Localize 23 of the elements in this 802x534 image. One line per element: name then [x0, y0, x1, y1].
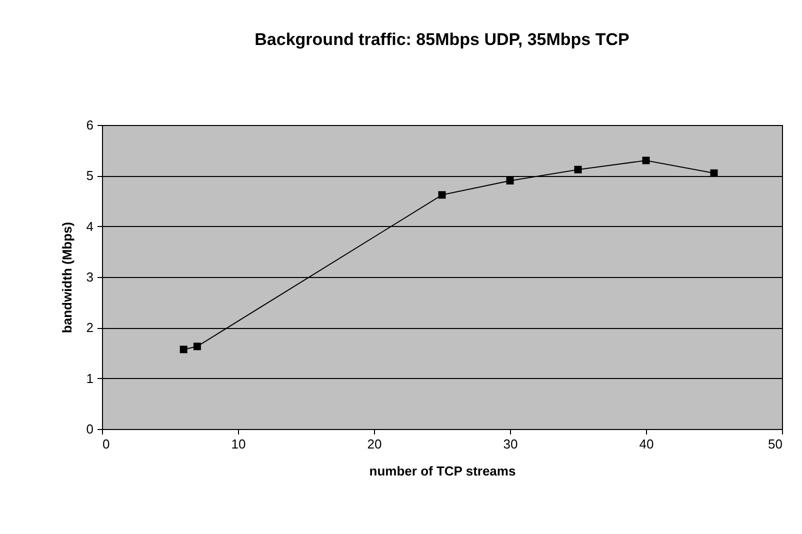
y-tick-label: 1 [86, 370, 94, 386]
y-axis-title: bandwidth (Mbps) [59, 222, 74, 334]
x-tick-label: 50 [768, 436, 782, 452]
x-tick-label: 0 [102, 436, 110, 452]
x-axis-title: number of TCP streams [369, 464, 516, 478]
point [438, 191, 446, 199]
y-tick-label: 0 [86, 422, 94, 436]
y-tick-label: 3 [86, 270, 94, 284]
point [642, 156, 650, 164]
y-tick-label: 5 [86, 168, 94, 184]
x-tick-label: 40 [639, 436, 654, 452]
x-tick-label: 20 [367, 436, 382, 452]
point [710, 169, 718, 177]
y-tick-label: 2 [86, 320, 94, 336]
y-tick-label: 6 [86, 118, 94, 132]
chart-title: Background traffic: 85Mbps UDP, 35Mbps TCP [254, 30, 630, 49]
point [180, 346, 188, 354]
point [574, 166, 582, 174]
x-tick-label: 10 [231, 436, 246, 452]
point [506, 176, 514, 184]
point [193, 342, 201, 350]
x-tick-label: 30 [503, 436, 518, 452]
y-tick-label: 4 [86, 218, 94, 234]
